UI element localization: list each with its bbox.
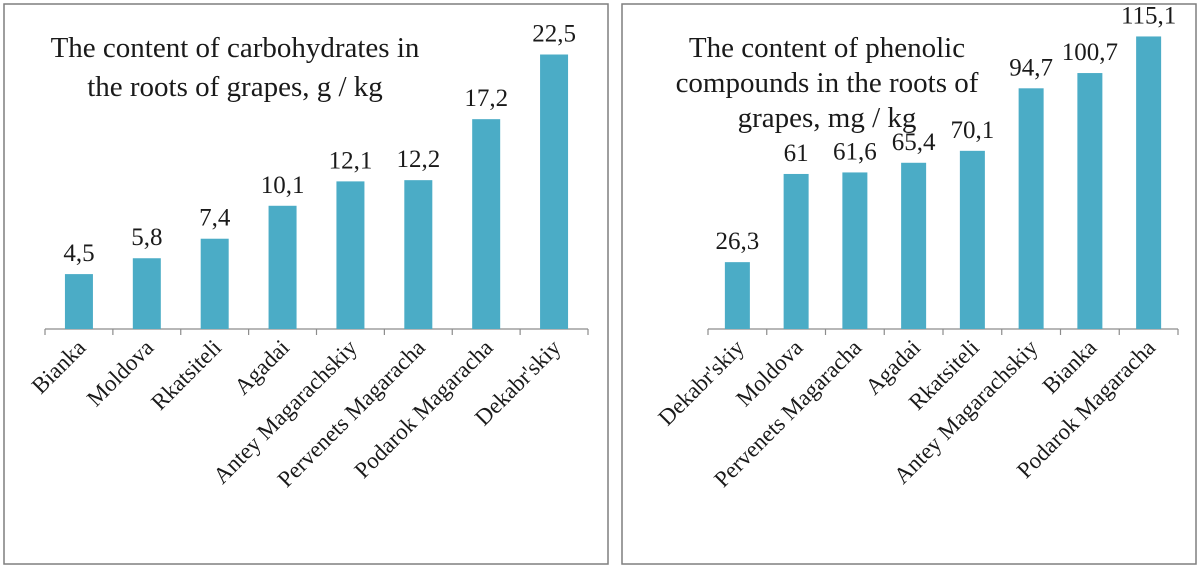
right-chart-title-line-3: grapes, mg / kg: [738, 102, 917, 134]
left-chart-frame: [3, 3, 609, 565]
left-bar-2: [132, 258, 161, 329]
left-bar-7: [472, 119, 501, 329]
left-bar-1: [64, 274, 93, 329]
right-value-label-8: 115,1: [1121, 2, 1176, 29]
left-value-label-5: 12,1: [329, 147, 373, 174]
right-value-label-6: 94,7: [1009, 54, 1053, 81]
right-bar-5: [959, 150, 985, 329]
left-value-label-2: 5,8: [131, 224, 162, 251]
left-bar-5: [336, 181, 365, 329]
left-value-label-3: 7,4: [199, 205, 231, 232]
right-value-label-3: 61,6: [833, 138, 877, 165]
left-bar-3: [200, 238, 229, 329]
right-bar-1: [724, 262, 750, 329]
right-bar-7: [1077, 73, 1103, 329]
right-value-label-2: 61: [784, 140, 809, 167]
left-value-label-7: 17,2: [464, 85, 508, 112]
right-bar-6: [1018, 88, 1044, 329]
right-value-label-5: 70,1: [951, 117, 995, 144]
left-bar-6: [404, 180, 433, 329]
right-bar-3: [842, 172, 868, 329]
left-value-label-4: 10,1: [261, 172, 305, 199]
right-value-label-7: 100,7: [1062, 39, 1118, 66]
right-value-label-4: 65,4: [892, 129, 936, 156]
right-chart-title-line-1: The content of phenolic: [689, 32, 965, 64]
left-value-label-1: 4,5: [63, 240, 94, 267]
right-bar-4: [901, 162, 927, 329]
left-value-label-8: 22,5: [532, 21, 576, 48]
left-chart-title-line-2: the roots of grapes, g / kg: [87, 71, 383, 103]
right-chart-title-line-2: compounds in the roots of: [676, 67, 979, 99]
left-value-label-6: 12,2: [396, 146, 440, 173]
left-bar-4: [268, 205, 297, 329]
left-chart-title-line-1: The content of carbohydrates in: [51, 32, 420, 64]
right-value-label-1: 26,3: [716, 228, 760, 255]
left-bar-8: [540, 54, 569, 329]
right-bar-8: [1136, 36, 1162, 330]
right-bar-2: [783, 173, 809, 329]
